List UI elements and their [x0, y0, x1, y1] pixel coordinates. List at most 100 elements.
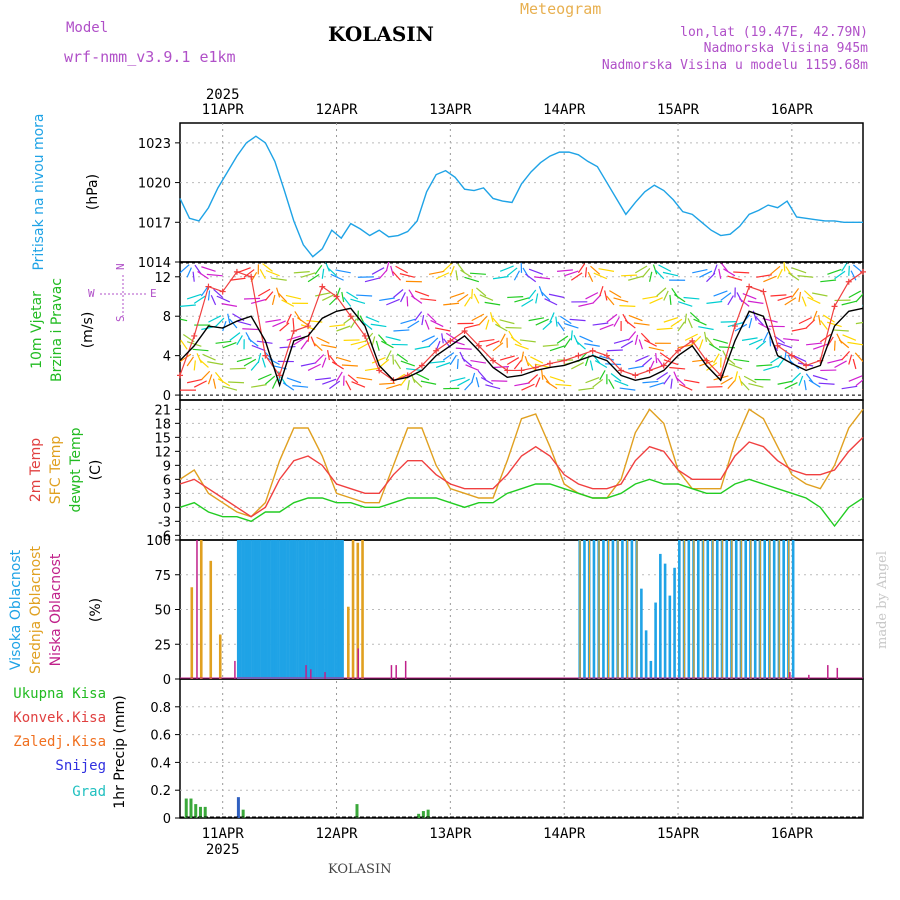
- wind-barb: [698, 339, 704, 350]
- sfc-temp-label: SFC Temp: [48, 436, 64, 505]
- wind-barb: [465, 364, 480, 371]
- wind-barb: [445, 332, 458, 341]
- wind-barb: [414, 290, 430, 297]
- wind-barb: [563, 270, 579, 277]
- wind-barb: [756, 274, 772, 278]
- wind-barb: [212, 378, 217, 389]
- wind-barb: [478, 316, 488, 326]
- wind-barb: [505, 326, 522, 329]
- wind-barb: [755, 340, 767, 350]
- wind-barb: [461, 357, 473, 367]
- wind-barb: [493, 366, 510, 369]
- wind-barb: [200, 370, 211, 381]
- wind-barb: [414, 345, 431, 350]
- wind-barb: [610, 373, 622, 382]
- wind-barb: [322, 293, 336, 301]
- wind-barb: [421, 315, 425, 326]
- wind-barb: [713, 353, 720, 364]
- high-cloud-bar: [298, 540, 302, 679]
- wind-barb: [698, 326, 714, 331]
- wind-barb: [264, 291, 274, 301]
- high-cloud-bar: [317, 540, 321, 679]
- wind-barb: [292, 385, 309, 388]
- wind-barb: [727, 275, 743, 281]
- wind-barb: [307, 363, 321, 371]
- wind-barb: [216, 295, 231, 303]
- wind-gust-marker: [518, 367, 525, 374]
- wind-barb: [215, 317, 225, 327]
- wind-barb: [201, 266, 216, 272]
- high-cloud-bar: [310, 540, 314, 679]
- wind-barb: [267, 357, 280, 366]
- high-cloud-bar: [279, 540, 283, 679]
- wind-barb: [485, 384, 501, 390]
- wind-barb: [535, 377, 541, 388]
- wind-barb: [599, 286, 604, 297]
- wind-gust-marker: [191, 332, 198, 339]
- y-tick-label: 0: [163, 389, 171, 404]
- wind-barb: [392, 271, 401, 281]
- wind-barb: [578, 387, 595, 391]
- wind-barb: [206, 273, 223, 277]
- wind-barb: [855, 321, 863, 325]
- wind-barb: [464, 276, 479, 283]
- wind-barb: [524, 356, 530, 367]
- wind-barb: [593, 272, 608, 280]
- wind-barb: [641, 268, 651, 278]
- wind-barb: [754, 316, 764, 326]
- low-cloud-bar: [827, 665, 829, 679]
- wind-barb: [689, 311, 700, 322]
- wind-barb: [250, 361, 260, 371]
- high-cloud-bar: [322, 540, 325, 679]
- high-cloud-bar: [296, 540, 299, 679]
- wind-gust-marker: [632, 372, 639, 379]
- wind-barb: [329, 355, 337, 365]
- wind-barb: [791, 327, 808, 332]
- low-cloud-bar: [196, 540, 198, 679]
- wind-barb: [743, 375, 757, 384]
- wind-barb: [227, 313, 231, 324]
- wind-barb: [428, 270, 445, 275]
- wind-barb: [563, 322, 579, 329]
- wind-barb: [556, 335, 569, 344]
- wind-barb: [720, 292, 732, 301]
- wind-barb: [648, 346, 664, 352]
- wind-barb: [229, 277, 246, 281]
- wind-barb: [489, 312, 494, 323]
- wind-barb: [848, 354, 853, 365]
- wind-gust-marker: [504, 367, 511, 374]
- high-cloud-bar: [640, 588, 643, 679]
- wind-barb: [763, 275, 777, 283]
- wind-barb: [393, 289, 404, 298]
- wind-barb: [584, 343, 600, 347]
- high-cloud-bar: [334, 540, 337, 679]
- wind-barb: [186, 341, 202, 347]
- wind-barb: [656, 372, 669, 381]
- y-tick-label: 100: [146, 534, 171, 549]
- wind-barb: [777, 380, 793, 385]
- wind-barb: [375, 340, 380, 351]
- wind-barb: [659, 352, 672, 361]
- precip-bar: [194, 804, 198, 818]
- wind-barb: [378, 359, 390, 368]
- high-cloud-bar: [270, 540, 273, 679]
- wind-barb: [292, 318, 295, 329]
- mid-cloud-bar: [769, 540, 771, 679]
- precip-legend-4: Grad: [72, 784, 106, 800]
- wind-barb: [258, 373, 272, 381]
- high-cloud-bar: [239, 540, 242, 679]
- wind-barb: [740, 381, 750, 391]
- wind-barb: [400, 318, 416, 325]
- footer-station: KOLASIN: [328, 862, 392, 877]
- wind-barb: [477, 370, 487, 381]
- wind-barb: [300, 362, 317, 367]
- wind-barb: [669, 294, 672, 305]
- elevation-label: Nadmorska Visina 945m: [703, 41, 868, 56]
- wind-barb: [777, 342, 793, 349]
- wind-gust-marker: [845, 278, 852, 285]
- precip-bar: [417, 813, 421, 818]
- wind-barb: [619, 387, 636, 391]
- y-tick-label: 15: [154, 431, 171, 446]
- wind-barb: [279, 322, 290, 332]
